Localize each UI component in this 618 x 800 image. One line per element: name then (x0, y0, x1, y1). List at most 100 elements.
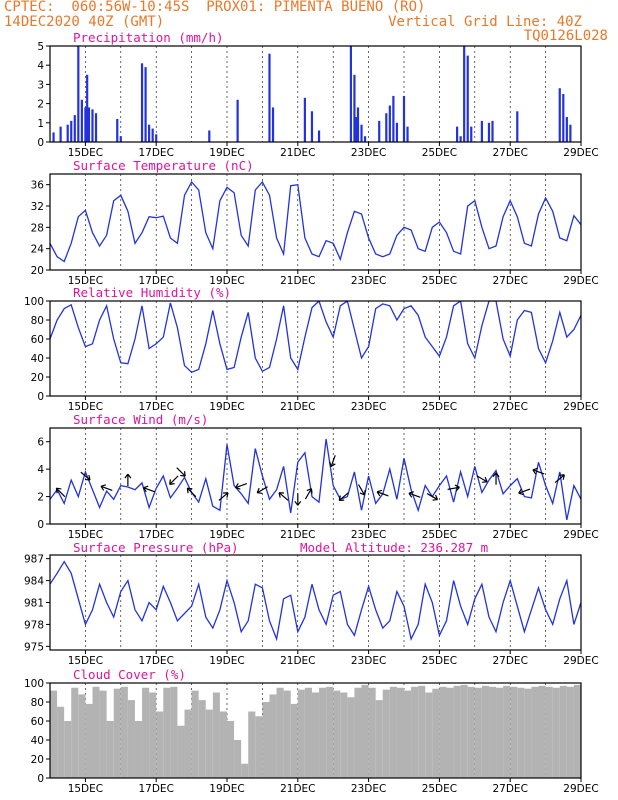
wind-arrow-head (142, 485, 149, 493)
y-tick-label: 100 (24, 296, 44, 308)
y-tick-label: 20 (31, 265, 44, 277)
wind-arrow-head (186, 487, 193, 494)
cloud-bar (467, 686, 475, 778)
wind-arrow (142, 485, 155, 493)
precip-bar (569, 124, 572, 142)
cloud-bar (78, 694, 86, 778)
cloud-bar (552, 687, 560, 778)
panel-title: Surface Temperature (nC) (73, 158, 254, 173)
wind-arrow-head (294, 500, 302, 506)
precip-bar (155, 134, 158, 142)
cloud-bar (411, 686, 419, 778)
wind-arrow-shaft (426, 493, 438, 501)
precip-bar (363, 136, 367, 142)
series-line (50, 438, 581, 521)
y-tick-label: 1 (37, 118, 44, 130)
precip-bar (70, 120, 73, 142)
precip-bar (470, 126, 473, 142)
cloud-bar (283, 690, 291, 778)
y-tick-label: 6 (37, 437, 44, 449)
wind-arrow-head (408, 491, 414, 498)
x-tick-label: 17DEC (138, 401, 173, 413)
x-tick-label: 17DEC (138, 529, 173, 541)
y-tick-label: 2 (37, 99, 44, 111)
precip-bar (208, 130, 211, 142)
x-tick-label: 25DEC (422, 529, 457, 541)
x-tick-label: 15DEC (68, 147, 103, 159)
cloud-bar (375, 700, 383, 778)
wind-arrow-head (256, 487, 263, 494)
cloud-bar (134, 721, 143, 778)
y-tick-label: 60 (31, 334, 44, 346)
cloud-bar (170, 686, 178, 778)
wind-arrow-head (223, 492, 229, 498)
precip-bar (355, 117, 358, 142)
panel-title: Cloud Cover (%) (73, 667, 186, 682)
wind-arrow-shaft (476, 475, 488, 483)
cloud-bar (57, 706, 65, 778)
precip-bar (140, 63, 144, 142)
precip-bar (378, 120, 381, 142)
cloud-bar (368, 687, 376, 778)
x-tick-label: 25DEC (422, 275, 457, 287)
precip-bar (317, 130, 321, 142)
x-tick-label: 17DEC (138, 275, 173, 287)
wind-arrow (408, 491, 421, 498)
cloud-bar (198, 700, 206, 778)
cloud-bar (432, 688, 440, 778)
wind-arrow (218, 492, 229, 501)
y-tick-label: 32 (31, 201, 44, 213)
header-model-id: TQ0126L028 (523, 28, 608, 44)
cloud-bar (269, 694, 277, 778)
precip-bar (80, 99, 83, 142)
cloud-bar (92, 686, 100, 778)
panel-title: Relative Humidity (%) (73, 285, 231, 300)
wind-arrow-shaft (532, 469, 545, 475)
x-tick-label: 23DEC (351, 655, 386, 667)
wind-arrow-head (180, 471, 186, 477)
wind-arrow-head (518, 488, 524, 496)
y-tick-label: 36 (31, 180, 45, 192)
precip-bar (385, 113, 388, 142)
wind-arrow-shaft (358, 484, 366, 496)
series-5 (50, 684, 581, 778)
wind-arrow (554, 474, 565, 484)
cloud-bar (85, 703, 93, 778)
y-tick-label: 0 (37, 773, 44, 785)
panel-title: Surface Wind (m/s) (73, 412, 208, 427)
panel-4: 975 978 981 984 987 15DEC 17DEC 19DEC 21DEC 23DEC… (24, 540, 599, 667)
precip-bar (151, 128, 154, 142)
precip-bar (91, 109, 94, 142)
x-tick-label: 19DEC (209, 401, 244, 413)
wind-arrow (304, 488, 313, 500)
cloud-bar (120, 686, 128, 778)
precip-bar (87, 107, 91, 142)
precip-bar (402, 95, 406, 142)
wind-arrow (176, 467, 186, 477)
cloud-bar (319, 687, 327, 778)
wind-arrow-head (124, 473, 132, 479)
wind-arrow-shaft (186, 487, 197, 498)
header-line1: CPTEC: 060:56W-10:45S PROX01: PIMENTA BU… (4, 0, 426, 15)
precip-bar (73, 115, 76, 142)
x-tick-label: 19DEC (209, 783, 244, 795)
cloud-bar (191, 690, 199, 778)
y-tick-label: 20 (31, 754, 44, 766)
precip-bar (84, 107, 87, 142)
cloud-bar (573, 684, 581, 778)
wind-arrow-head (329, 461, 336, 468)
series-line (50, 560, 581, 642)
wind-arrow-shaft (169, 475, 179, 485)
cloud-bar (290, 703, 298, 778)
cloud-bar (64, 721, 72, 778)
precip-bar (463, 46, 466, 142)
x-tick-label: 23DEC (351, 783, 386, 795)
cloud-bar (149, 692, 157, 778)
cloud-bar (496, 687, 504, 778)
x-tick-label: 21DEC (280, 275, 315, 287)
wind-arrow (447, 484, 460, 492)
y-tick-label: 2 (37, 492, 44, 504)
y-tick-label: 80 (31, 697, 44, 709)
x-tick-label: 21DEC (280, 401, 315, 413)
